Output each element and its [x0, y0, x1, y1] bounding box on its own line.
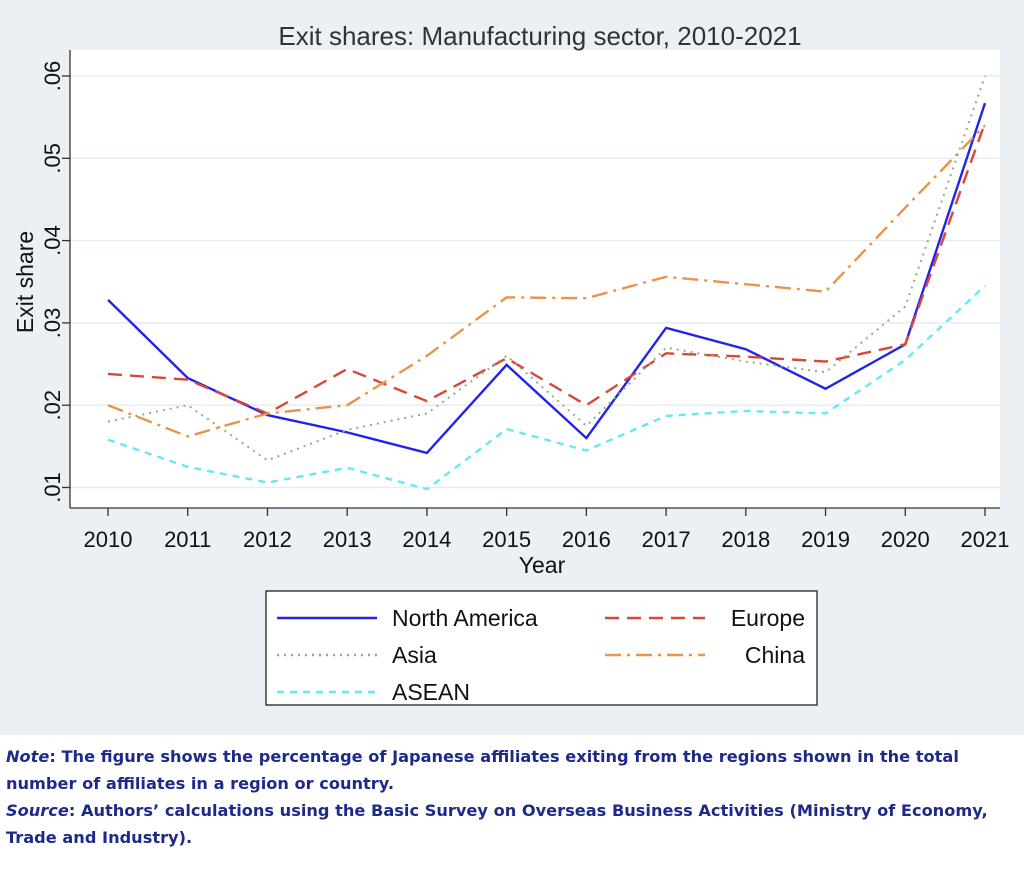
x-tick-label: 2021	[961, 527, 1010, 552]
x-tick-label: 2012	[243, 527, 292, 552]
series-line-china	[107, 124, 986, 438]
plot-area	[70, 50, 1000, 508]
series-line-asean	[107, 284, 986, 491]
source-label: Source	[6, 801, 69, 820]
legend	[265, 590, 818, 706]
x-tick-label: 2018	[721, 527, 770, 552]
y-tick-label: .04	[40, 225, 65, 256]
x-tick-label: 2014	[402, 527, 451, 552]
legend-label: Asia	[392, 642, 437, 668]
x-tick-label: 2019	[801, 527, 850, 552]
legend-label: ASEAN	[392, 679, 470, 705]
series-line-europe	[107, 122, 987, 415]
y-axis-label: Exit share	[12, 231, 38, 333]
line-chart: Exit shares: Manufacturing sector, 2010-…	[12, 21, 1010, 706]
series-line-north-america	[107, 102, 987, 455]
y-tick-label: .03	[40, 308, 65, 339]
chart-figure: Exit shares: Manufacturing sector, 2010-…	[0, 0, 1024, 735]
x-tick-label: 2013	[323, 527, 372, 552]
y-tick-label: .01	[40, 472, 65, 503]
y-tick-label: .06	[40, 61, 65, 92]
x-tick-label: 2011	[164, 527, 211, 552]
x-tick-label: 2016	[562, 527, 611, 552]
note-text: : The figure shows the percentage of Jap…	[6, 747, 959, 793]
x-tick-label: 2015	[482, 527, 531, 552]
legend-label: China	[745, 642, 805, 668]
chart-title: Exit shares: Manufacturing sector, 2010-…	[278, 21, 801, 51]
series-line-asia	[107, 75, 986, 462]
note-label: Note	[6, 747, 50, 766]
x-tick-label: 2020	[881, 527, 930, 552]
y-tick-label: .05	[40, 143, 65, 174]
legend-label: Europe	[731, 605, 805, 631]
x-tick-label: 2017	[642, 527, 691, 552]
figure-notes: Note: The figure shows the percentage of…	[6, 743, 1021, 851]
x-axis-label: Year	[519, 552, 566, 578]
source-text: : Authors’ calculations using the Basic …	[6, 801, 988, 847]
legend-label: North America	[392, 605, 538, 631]
y-tick-label: .02	[40, 390, 65, 421]
x-tick-label: 2010	[84, 527, 133, 552]
